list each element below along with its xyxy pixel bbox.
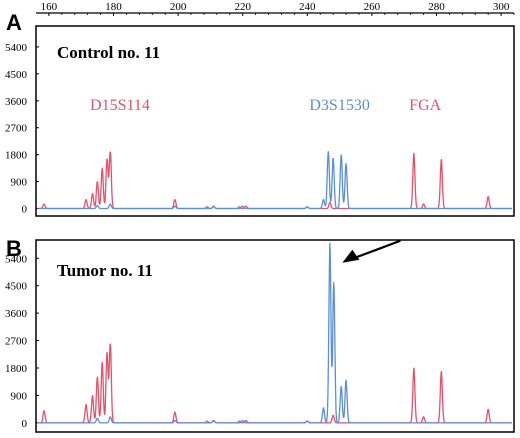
arrow-annotation: [342, 239, 401, 263]
panel-b: B 0 900 1800 2700 3600 4500 5400 Tumor no. 11: [5, 236, 515, 433]
y-tick-label-900: 900: [11, 177, 28, 189]
x-tick-label-300: 300: [493, 1, 510, 13]
x-tick-label-160: 160: [41, 1, 58, 13]
red-trace: [37, 343, 513, 424]
x-tick-label-200: 200: [170, 1, 187, 13]
y-tick-label-1800: 1800: [5, 363, 28, 375]
panel-a-marker-labels: D15S114 D3S1530 FGA: [90, 97, 442, 114]
x-tick-label-280: 280: [428, 1, 445, 13]
panel-b-y-axis: 0 900 1800 2700 3600 4500 5400: [5, 253, 39, 430]
panel-b-frame: [35, 239, 515, 433]
x-tick-label-180: 180: [105, 1, 122, 13]
y-tick-label-4500: 4500: [5, 281, 28, 293]
panel-a-traces: [37, 151, 513, 210]
y-tick-label-900: 900: [11, 390, 28, 402]
blue-trace: [37, 151, 513, 210]
y-tick-label-5400: 5400: [5, 42, 28, 54]
y-tick-label-5400: 5400: [5, 253, 28, 265]
y-tick-label-4500: 4500: [5, 69, 28, 81]
y-tick-label-1800: 1800: [5, 150, 28, 162]
x-tick-label-220: 220: [234, 1, 251, 13]
panel-b-title: Tumor no. 11: [57, 261, 153, 280]
y-tick-label-2700: 2700: [5, 336, 28, 348]
panel-a-frame: [35, 25, 515, 217]
x-tick-label-260: 260: [364, 1, 381, 13]
panel-b-letter: B: [6, 236, 22, 261]
marker-label-fga: FGA: [409, 97, 441, 114]
panel-a: A 0 900 1800 2700 3600 4500 5400 Control no. 1…: [5, 10, 515, 217]
arrow-head: [342, 249, 360, 263]
y-tick-label-0: 0: [22, 418, 28, 430]
y-tick-label-0: 0: [22, 204, 28, 216]
x-tick-label-240: 240: [299, 1, 316, 13]
panel-a-letter: A: [6, 10, 22, 35]
red-trace: [37, 151, 513, 210]
marker-label-d3s1530: D3S1530: [309, 97, 369, 114]
panel-a-y-axis: 0 900 1800 2700 3600 4500 5400: [5, 42, 39, 216]
panel-a-title: Control no. 11: [57, 43, 160, 62]
blue-trace: [37, 242, 513, 424]
marker-label-d15s114: D15S114: [90, 97, 150, 114]
y-tick-label-3600: 3600: [5, 96, 28, 108]
panel-b-traces: [37, 242, 513, 424]
arrow-shaft: [351, 239, 401, 260]
x-axis: 160 180 200 220 240 260 280 300: [36, 1, 515, 16]
y-tick-label-2700: 2700: [5, 123, 28, 135]
y-tick-label-3600: 3600: [5, 308, 28, 320]
